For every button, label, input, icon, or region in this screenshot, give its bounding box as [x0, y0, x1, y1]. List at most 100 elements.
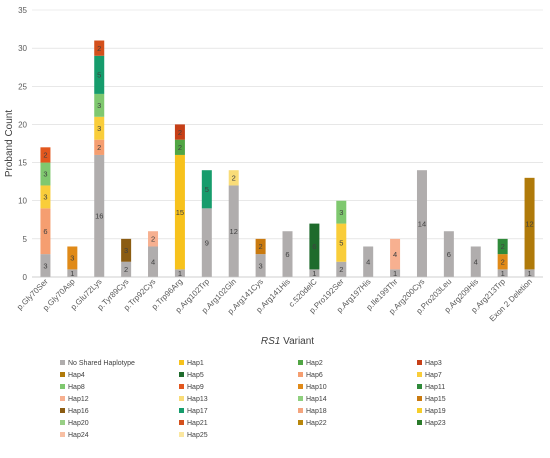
legend-swatch [298, 396, 303, 401]
bar-segment [174, 139, 185, 155]
bar-segment [121, 261, 132, 277]
legend-label: Hap13 [187, 396, 208, 403]
legend-label: Hap1 [187, 360, 204, 367]
legend-swatch [179, 360, 184, 365]
data-label: 5 [97, 71, 101, 80]
legend-label: Hap21 [187, 420, 208, 427]
bar-segment [336, 261, 347, 277]
data-label: 2 [151, 235, 155, 244]
bar-segment [470, 246, 481, 277]
legend-label: Hap19 [425, 408, 446, 415]
y-tick-label: 25 [18, 82, 27, 91]
legend-label: Hap25 [187, 432, 208, 439]
bar-segment [40, 162, 51, 186]
bar-segment [416, 170, 427, 277]
legend-label: Hap9 [187, 384, 204, 391]
bar-segment [67, 246, 78, 270]
data-label: 6 [43, 227, 47, 236]
legend-swatch [179, 384, 184, 389]
data-label: 6 [447, 250, 451, 259]
data-label: 2 [339, 265, 343, 274]
data-label: 1 [393, 269, 397, 278]
legend-label: Hap24 [68, 432, 89, 439]
bar-segment [497, 254, 508, 270]
legend-swatch [417, 384, 422, 389]
legend-swatch [298, 408, 303, 413]
legend-label: No Shared Haplotype [68, 360, 135, 367]
legend-swatch [60, 396, 65, 401]
legend-swatch [60, 372, 65, 377]
data-labels: 3633213162335223421152295122326162534141… [43, 44, 533, 278]
legend: No Shared Haplotype Hap1 Hap2 Hap3 Hap4 Hap5 H… [60, 360, 446, 439]
bar-segment [309, 269, 320, 277]
legend-swatch [60, 384, 65, 389]
legend-swatch [417, 408, 422, 413]
bar-segment [390, 269, 401, 277]
bar-segment [524, 269, 535, 277]
bar-segment [255, 254, 266, 277]
legend-label: Hap23 [425, 420, 446, 427]
data-label: 9 [205, 238, 209, 247]
legend-swatch [417, 360, 422, 365]
legend-swatch [298, 384, 303, 389]
bar-segment [174, 124, 185, 140]
data-label: 2 [501, 257, 505, 266]
y-tick-label: 10 [18, 197, 27, 206]
bar-segment [443, 231, 454, 277]
data-label: 12 [525, 219, 533, 228]
data-label: 6 [285, 250, 289, 259]
bar-segment [40, 254, 51, 277]
bar-segment [40, 185, 51, 209]
data-label: 1 [501, 269, 505, 278]
legend-swatch [60, 360, 65, 365]
legend-swatch [60, 420, 65, 425]
data-label: 1 [178, 269, 182, 278]
bar-segment [94, 40, 105, 56]
legend-label: Hap6 [306, 372, 323, 379]
data-label: 12 [230, 227, 238, 236]
data-label: 2 [97, 44, 101, 53]
legend-swatch [179, 372, 184, 377]
data-label: 1 [312, 269, 316, 278]
y-axis-title: Proband Count [4, 110, 15, 177]
y-tick-label: 20 [18, 120, 27, 129]
bar-segment [40, 147, 51, 163]
bar-segment [94, 116, 105, 140]
bar-segment [121, 238, 132, 262]
legend-label: Hap16 [68, 408, 89, 415]
x-axis-title-rest: Variant [280, 336, 314, 347]
x-axis-title-italic: RS1 [261, 336, 280, 347]
data-label: 15 [176, 208, 184, 217]
y-tick-label: 5 [23, 235, 28, 244]
data-label: 5 [339, 238, 343, 247]
legend-swatch [179, 420, 184, 425]
bar-segment [524, 177, 535, 270]
data-label: 3 [70, 254, 74, 263]
data-label: 2 [232, 174, 236, 183]
bar-segment [336, 223, 347, 262]
data-label: 16 [95, 212, 103, 221]
legend-label: Hap12 [68, 396, 89, 403]
y-tick-label: 0 [23, 273, 28, 282]
bar-segment [282, 231, 293, 277]
bar-segment [228, 185, 239, 277]
legend-swatch [298, 420, 303, 425]
legend-label: Hap14 [306, 396, 327, 403]
bar-segment [174, 269, 185, 277]
bar-segment [228, 170, 239, 186]
y-tick-label: 30 [18, 44, 27, 53]
bar-segment [363, 246, 374, 277]
data-label: 5 [205, 185, 209, 194]
data-label: 2 [124, 265, 128, 274]
data-label: 3 [339, 208, 343, 217]
legend-swatch [60, 408, 65, 413]
data-label: 3 [97, 124, 101, 133]
data-label: 4 [151, 257, 155, 266]
data-label: 3 [43, 261, 47, 270]
legend-label: Hap3 [425, 360, 442, 367]
bar-segment [201, 170, 212, 209]
data-label: 2 [43, 151, 47, 160]
legend-swatch [417, 372, 422, 377]
y-tick-label: 15 [18, 159, 27, 168]
